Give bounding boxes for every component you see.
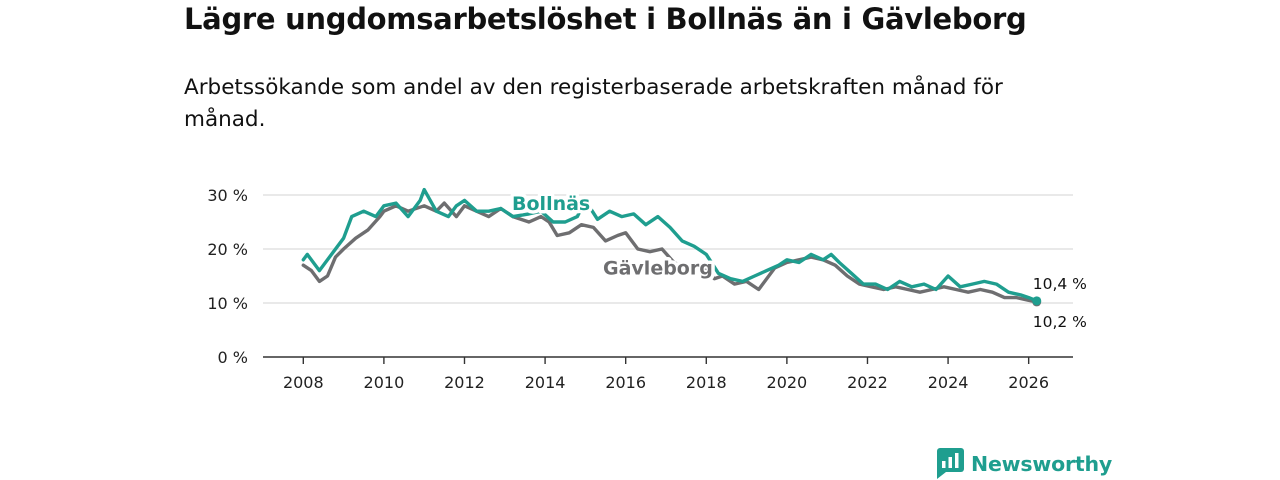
series-lines (301, 187, 1042, 307)
y-tick-label: 20 % (207, 240, 248, 259)
x-tick-label: 2020 (767, 373, 808, 392)
newsworthy-logo-icon (937, 448, 964, 479)
x-tick-label: 2012 (444, 373, 485, 392)
x-tick-label: 2016 (605, 373, 646, 392)
x-tick-label: 2008 (283, 373, 324, 392)
series-line-gvleborg (301, 201, 1039, 304)
x-tick-label: 2014 (525, 373, 566, 392)
series-label: Bollnäs (512, 193, 590, 215)
brand: Newsworthy (937, 448, 1112, 479)
series-label: Gävleborg (603, 257, 713, 279)
grid-lines: 0 % 10 % 20 % 30 % (207, 186, 1073, 367)
end-value-label: 10,2 % (1033, 313, 1087, 331)
brand-name: Newsworthy (971, 451, 1113, 476)
x-tick-label: 2022 (847, 373, 888, 392)
y-tick-label: 30 % (207, 186, 248, 205)
x-tick-label: 2010 (364, 373, 405, 392)
end-value-label: 10,4 % (1033, 275, 1087, 293)
series-line-bollns (301, 187, 1039, 303)
page-subtitle: Arbetssökande som andel av den registerb… (184, 75, 1003, 132)
series-end-point (1032, 296, 1042, 306)
page-title: Lägre ungdomsarbetslöshet i Bollnäs än i… (184, 2, 1027, 36)
y-tick-label: 0 % (218, 348, 248, 367)
x-tick-label: 2024 (928, 373, 969, 392)
series-labels: Gävleborg Bollnäs 10,4 % 10,2 % (509, 190, 1090, 334)
y-tick-label: 10 % (207, 294, 248, 313)
x-axis: 2008 2010 2012 2014 2016 2018 2020 2022 2024 2026 (263, 356, 1073, 392)
x-tick-label: 2026 (1008, 373, 1049, 392)
x-tick-label: 2018 (686, 373, 727, 392)
